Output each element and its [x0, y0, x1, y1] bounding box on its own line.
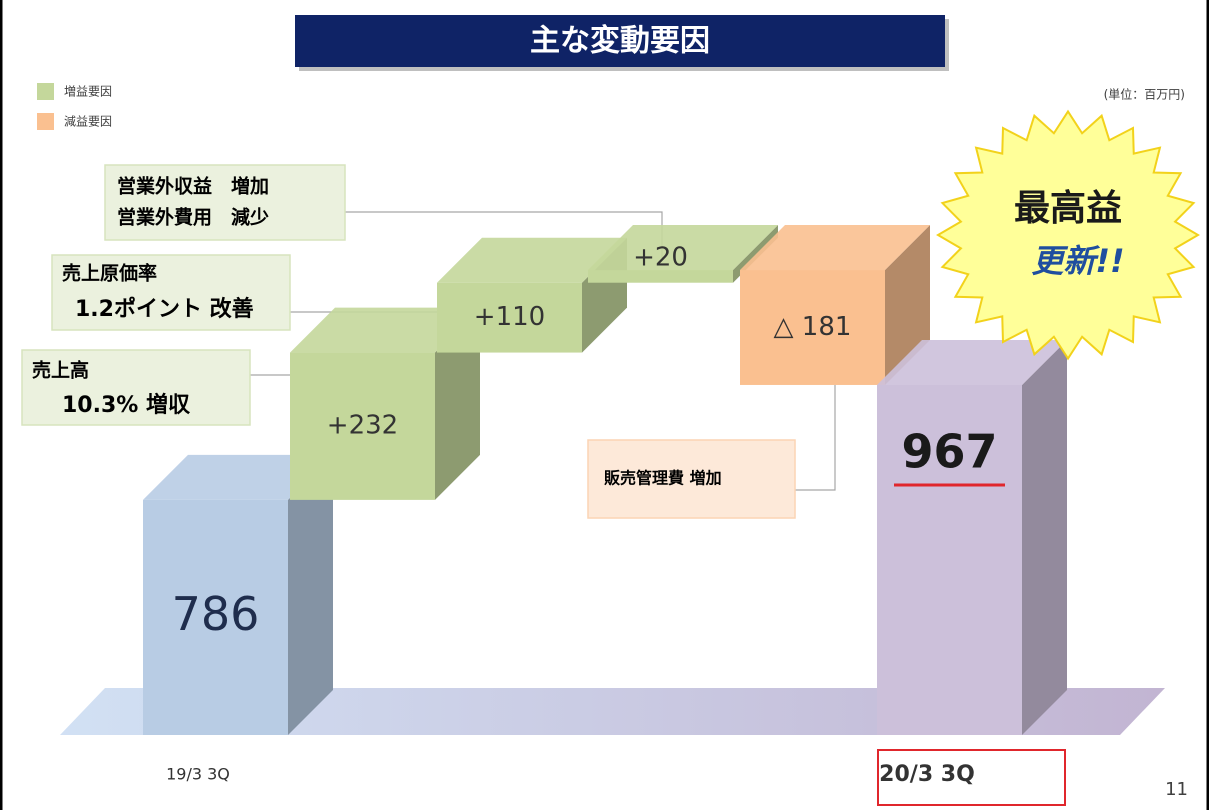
- callout-text: 販売管理費 増加: [604, 469, 722, 488]
- callout-text: 営業外収益 増加: [117, 175, 269, 198]
- value-label: 786: [172, 587, 260, 641]
- callout-text: 売上原価率: [62, 262, 157, 285]
- page-number: 11: [1165, 779, 1188, 800]
- x-tick-label: 19/3 3Q: [166, 765, 230, 784]
- value-label: +20: [633, 243, 688, 273]
- badge-text: 最高益: [1014, 188, 1122, 229]
- legend-label: 減益要因: [64, 114, 112, 129]
- value-label: +110: [474, 302, 545, 332]
- value-label: 967: [901, 424, 997, 478]
- chart-title: 主な変動要因: [530, 24, 710, 59]
- callout-text: 1.2ポイント 改善: [75, 296, 254, 322]
- bar-side: [1022, 340, 1067, 735]
- value-label: +232: [327, 411, 398, 441]
- badge-text: 更新!!: [1031, 242, 1124, 280]
- legend-swatch: [37, 83, 54, 100]
- x-tick-label: 20/3 3Q: [879, 762, 975, 787]
- legend-swatch: [37, 113, 54, 130]
- legend-label: 増益要因: [64, 85, 112, 99]
- callout-text: 10.3% 増収: [62, 392, 191, 418]
- value-label: △ 181: [774, 312, 852, 342]
- connector: [795, 385, 835, 490]
- callout-text: 売上高: [32, 359, 89, 382]
- badge-star: [938, 112, 1198, 359]
- callout-text: 営業外費用 減少: [117, 206, 269, 229]
- slide: 主な変動要因 (単位：百万円) 営業外収益 増加 営業外費用 減少 売上原価率 …: [0, 0, 1209, 810]
- unit-label: (単位：百万円): [1104, 87, 1185, 102]
